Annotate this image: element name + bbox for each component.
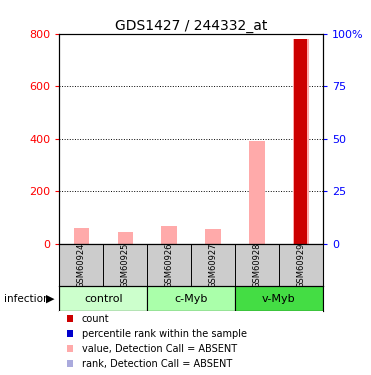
Text: ▶: ▶ xyxy=(46,294,54,304)
Text: infection: infection xyxy=(4,294,49,304)
Bar xyxy=(205,230,221,244)
Text: GSM60929: GSM60929 xyxy=(296,242,305,288)
Text: value, Detection Call = ABSENT: value, Detection Call = ABSENT xyxy=(82,344,237,354)
Text: count: count xyxy=(82,314,109,324)
Text: GSM60925: GSM60925 xyxy=(121,242,130,288)
Text: GSM60927: GSM60927 xyxy=(209,242,217,288)
Bar xyxy=(59,286,147,311)
Text: GSM60926: GSM60926 xyxy=(165,242,174,288)
Bar xyxy=(249,141,265,244)
Bar xyxy=(147,286,235,311)
Bar xyxy=(118,232,133,244)
Title: GDS1427 / 244332_at: GDS1427 / 244332_at xyxy=(115,19,267,33)
Bar xyxy=(73,228,89,244)
Text: percentile rank within the sample: percentile rank within the sample xyxy=(82,329,247,339)
Text: c-Myb: c-Myb xyxy=(174,294,208,304)
Bar xyxy=(161,225,177,244)
Text: v-Myb: v-Myb xyxy=(262,294,296,304)
Text: GSM60924: GSM60924 xyxy=(77,242,86,288)
Bar xyxy=(294,39,308,244)
Text: GSM60928: GSM60928 xyxy=(252,242,262,288)
Text: control: control xyxy=(84,294,122,304)
Bar xyxy=(235,286,323,311)
Bar xyxy=(293,39,309,244)
Text: rank, Detection Call = ABSENT: rank, Detection Call = ABSENT xyxy=(82,359,232,369)
